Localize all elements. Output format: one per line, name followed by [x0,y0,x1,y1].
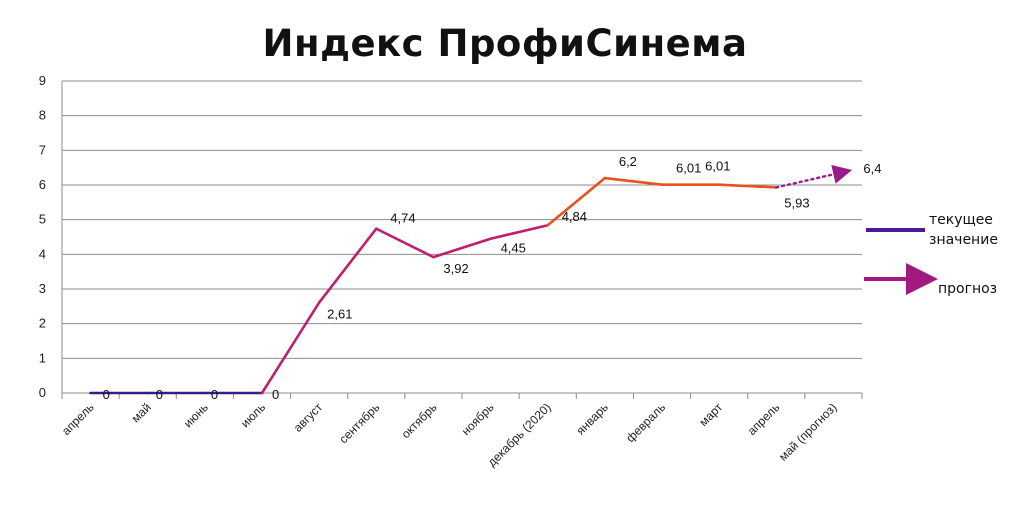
x-tick-label: ноябрь [459,400,497,438]
data-label-forecast: 6,4 [863,161,881,176]
y-tick-label: 7 [39,142,46,157]
y-tick-label: 4 [39,246,46,261]
y-tick-label: 2 [39,316,46,331]
x-tick-label: август [291,400,326,435]
data-label: 6,01 [676,161,701,176]
series-current-segment [546,176,607,227]
y-tick-label: 3 [39,281,46,296]
x-tick-label: февраль [623,400,668,445]
series-current-segment [603,176,664,186]
data-label: 4,74 [390,211,415,226]
x-tick-label: апрель [59,400,97,438]
legend-forecast-label: прогноз [938,281,997,297]
series-current-segment [317,227,378,304]
legend-current-label: текущее [929,212,993,228]
y-tick-label: 8 [39,108,46,123]
x-tick-label: май (прогноз) [776,400,840,464]
x-tick-label: январь [574,400,611,437]
series-forecast-line [775,164,853,189]
data-label: 6,2 [619,154,637,169]
data-label: 0 [211,387,218,402]
legend-current-label: значение [929,232,998,248]
y-tick-label: 5 [39,212,46,227]
x-tick-label: июль [238,400,268,430]
series-current-segment [374,227,435,259]
data-label: 0 [156,387,163,402]
x-tick-label: апрель [745,400,783,438]
series-current-segment [260,301,321,395]
y-tick-label: 9 [39,73,46,88]
x-tick-label: октябрь [399,400,440,441]
y-tick-label: 0 [39,385,46,400]
data-label: 5,93 [784,195,809,210]
series-current-segment [717,183,778,189]
x-tick-label: март [696,400,725,429]
chart-title: Индекс ПрофиСинема [262,22,748,65]
data-label: 0 [103,387,110,402]
series-current-segment [432,237,492,259]
data-label: 4,45 [501,241,526,256]
data-label: 4,84 [562,209,587,224]
data-label: 2,61 [327,307,352,322]
data-label: 0 [272,387,279,402]
x-tick-label: май [129,400,154,425]
data-label: 6,01 [705,159,730,174]
y-tick-label: 6 [39,177,46,192]
x-tick-label: июнь [181,400,211,430]
y-tick-label: 1 [39,350,46,365]
x-tick-label: сентябрь [336,400,382,446]
data-label: 3,92 [443,261,468,276]
series-current-segment [489,223,550,241]
